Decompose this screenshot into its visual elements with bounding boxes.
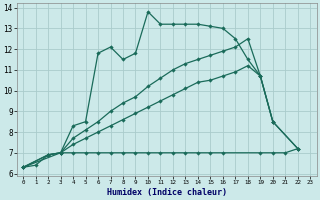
X-axis label: Humidex (Indice chaleur): Humidex (Indice chaleur) (107, 188, 227, 197)
